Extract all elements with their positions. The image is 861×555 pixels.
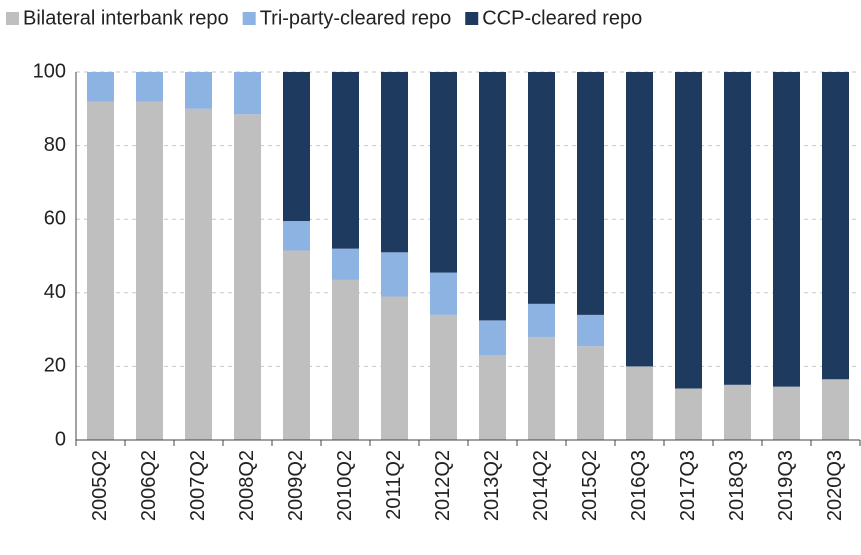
y-tick-label: 80 xyxy=(44,134,66,156)
x-tick-label: 2007Q2 xyxy=(187,450,209,521)
bar-segment xyxy=(724,384,751,440)
x-tick-label: 2018Q3 xyxy=(726,450,748,521)
x-tick-label: 2006Q2 xyxy=(138,450,160,521)
legend-label: CCP-cleared repo xyxy=(482,7,642,29)
x-tick-label: 2016Q3 xyxy=(628,450,650,521)
bar-segment xyxy=(577,314,604,347)
bar-segment xyxy=(185,108,212,441)
legend-swatch xyxy=(6,12,19,25)
bar-segment xyxy=(675,72,702,389)
bar-segment xyxy=(528,303,555,337)
x-tick-label: 2017Q3 xyxy=(677,450,699,521)
y-tick-label: 0 xyxy=(55,428,66,450)
x-tick-label: 2014Q2 xyxy=(530,450,552,521)
bar-segment xyxy=(87,72,114,102)
y-tick-label: 20 xyxy=(44,355,66,377)
legend-label: Bilateral interbank repo xyxy=(23,7,229,29)
x-tick-label: 2010Q2 xyxy=(334,450,356,521)
bar-segment xyxy=(675,388,702,440)
bar-segment xyxy=(185,72,212,109)
bar-segment xyxy=(332,279,359,440)
bar-segment xyxy=(430,272,457,315)
bar-segment xyxy=(479,72,506,321)
x-tick-label: 2008Q2 xyxy=(236,450,258,521)
x-tick-label: 2019Q3 xyxy=(775,450,797,521)
bar-segment xyxy=(430,314,457,440)
bar-segment xyxy=(430,72,457,273)
bar-segment xyxy=(773,72,800,387)
bar-segment xyxy=(87,101,114,440)
bar-segment xyxy=(626,72,653,367)
bar-segment xyxy=(626,366,653,440)
bar-segment xyxy=(577,72,604,315)
bar-segment xyxy=(234,72,261,115)
bar-segment xyxy=(577,346,604,440)
legend-swatch xyxy=(465,12,479,25)
x-tick-label: 2009Q2 xyxy=(285,450,307,521)
x-tick-label: 2005Q2 xyxy=(89,450,111,521)
bar-segment xyxy=(381,252,408,297)
bar-segment xyxy=(479,320,506,356)
bar-segment xyxy=(381,72,408,253)
bar-segment xyxy=(528,72,555,304)
bar-segment xyxy=(332,72,359,249)
bar-segment xyxy=(136,101,163,440)
y-tick-label: 60 xyxy=(44,207,66,229)
x-tick-label: 2015Q2 xyxy=(579,450,601,521)
bar-segment xyxy=(822,72,849,380)
bar-segment xyxy=(283,72,310,222)
bar-segment xyxy=(136,72,163,102)
bar-segment xyxy=(283,250,310,440)
y-tick-label: 40 xyxy=(44,281,66,303)
bar-segment xyxy=(822,379,849,440)
bar-segment xyxy=(773,386,800,440)
bar-segment xyxy=(332,248,359,280)
bar-segment xyxy=(479,355,506,440)
bar-segment xyxy=(724,72,751,385)
bar-segment xyxy=(528,336,555,440)
x-tick-label: 2020Q3 xyxy=(824,450,846,521)
bar-segment xyxy=(283,221,310,251)
bar-segment xyxy=(381,296,408,440)
x-tick-label: 2012Q2 xyxy=(432,450,454,521)
x-tick-label: 2013Q2 xyxy=(481,450,503,521)
bar-segment xyxy=(234,114,261,440)
legend-swatch xyxy=(242,12,256,25)
legend-label: Tri-party-cleared repo xyxy=(260,7,452,29)
x-tick-label: 2011Q2 xyxy=(383,450,405,520)
y-tick-label: 100 xyxy=(33,60,66,82)
